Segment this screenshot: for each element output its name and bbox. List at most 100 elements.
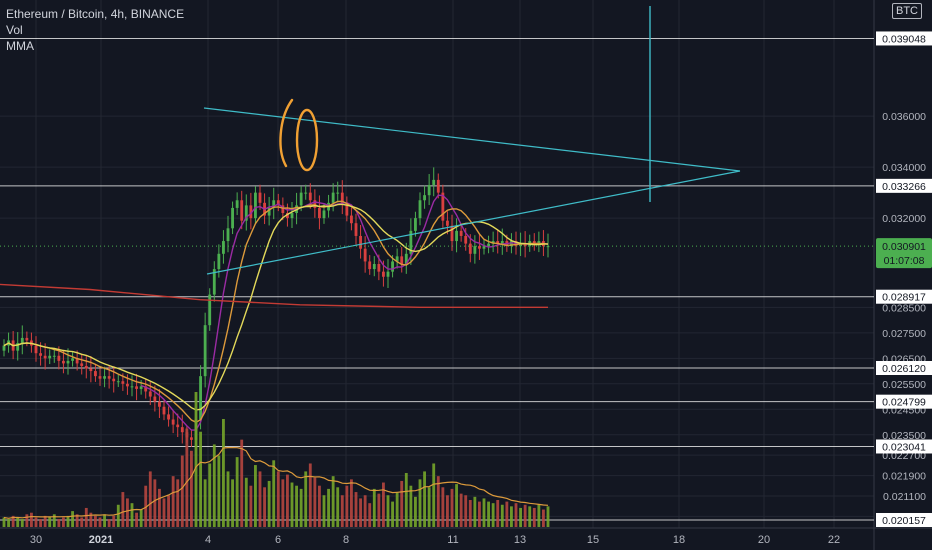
legend-symbol[interactable]: Ethereum / Bitcoin, 4h, BINANCE bbox=[6, 7, 185, 21]
candle-body bbox=[203, 325, 207, 377]
volume-bar bbox=[299, 488, 303, 527]
candle-body bbox=[386, 271, 390, 277]
candle-body bbox=[496, 241, 500, 244]
volume-bar bbox=[66, 515, 70, 527]
candle-body bbox=[249, 205, 253, 219]
candle-body bbox=[427, 184, 431, 196]
candle-body bbox=[331, 192, 335, 203]
candle-body bbox=[116, 381, 120, 383]
x-tick-label: 22 bbox=[828, 534, 840, 546]
candle-body bbox=[235, 200, 239, 208]
volume-bar bbox=[222, 419, 225, 527]
price-level-label: 0.024799 bbox=[882, 397, 926, 409]
candle-body bbox=[48, 355, 52, 359]
volume-bar bbox=[30, 512, 33, 527]
candle-body bbox=[62, 360, 65, 364]
legend-volume-study[interactable]: Vol bbox=[6, 23, 23, 37]
volume-bar bbox=[158, 488, 161, 527]
volume-bar bbox=[404, 473, 408, 527]
volume-bar bbox=[377, 493, 381, 527]
volume-bar bbox=[162, 498, 166, 527]
candle-body bbox=[240, 200, 244, 221]
candle-body bbox=[537, 241, 541, 244]
candle-body bbox=[148, 391, 152, 397]
candle-body bbox=[98, 376, 102, 379]
annotation-circle bbox=[295, 108, 319, 172]
volume-bar bbox=[276, 471, 280, 527]
volume-bar bbox=[203, 479, 207, 527]
candle-body bbox=[135, 386, 138, 389]
currency-badge[interactable]: BTC bbox=[892, 3, 922, 19]
price-level-tag bbox=[876, 439, 932, 454]
x-tick-label: 2021 bbox=[89, 534, 113, 546]
candle-body bbox=[258, 192, 262, 203]
volume-bar bbox=[523, 504, 527, 527]
price-level-tag bbox=[876, 289, 932, 304]
legend-mma-study[interactable]: MMA bbox=[6, 39, 34, 53]
volume-bar bbox=[144, 485, 148, 527]
candle-body bbox=[16, 343, 20, 351]
volume-bar bbox=[52, 514, 56, 527]
candle-body bbox=[372, 264, 376, 270]
volume-bar bbox=[519, 507, 522, 527]
volume-bar bbox=[281, 479, 285, 527]
x-tick-label: 6 bbox=[275, 534, 281, 546]
volume-bar bbox=[304, 471, 308, 527]
candle-body bbox=[391, 261, 394, 272]
candle-body bbox=[276, 200, 280, 206]
price-level-tag bbox=[876, 31, 932, 46]
candle-body bbox=[75, 358, 79, 364]
candle-body bbox=[244, 205, 248, 221]
candle-body bbox=[304, 192, 308, 194]
candle-body bbox=[158, 401, 161, 407]
volume-bar bbox=[130, 503, 134, 527]
volume-bar bbox=[308, 463, 312, 527]
volume-bar bbox=[116, 504, 120, 527]
volume-bar bbox=[450, 488, 454, 527]
volume-bar bbox=[514, 503, 518, 527]
candle-body bbox=[57, 355, 61, 361]
volume-bar bbox=[372, 488, 376, 527]
volume-bar bbox=[510, 506, 513, 527]
candle-body bbox=[212, 269, 216, 295]
candle-body bbox=[20, 337, 24, 344]
volume-bar bbox=[446, 495, 449, 527]
bar-countdown-label: 01:07:08 bbox=[884, 255, 925, 267]
volume-bar bbox=[135, 512, 138, 527]
volume-bar bbox=[322, 495, 326, 527]
volume-bar bbox=[75, 514, 79, 527]
volume-bar bbox=[254, 465, 257, 527]
candle-body bbox=[43, 355, 47, 359]
candle-body bbox=[500, 241, 504, 244]
candle-body bbox=[39, 353, 42, 356]
volume-bar bbox=[418, 479, 422, 527]
candle-body bbox=[130, 386, 134, 388]
volume-bar bbox=[112, 515, 116, 527]
volume-bar bbox=[231, 479, 234, 527]
candle-body bbox=[318, 207, 321, 219]
price-level-label: 0.026120 bbox=[882, 363, 926, 375]
candle-body bbox=[519, 243, 522, 247]
candle-body bbox=[487, 243, 490, 247]
volume-bar bbox=[180, 455, 184, 527]
volume-bar bbox=[84, 507, 88, 527]
volume-bar bbox=[432, 463, 436, 527]
candle-body bbox=[473, 246, 477, 254]
volume-bar bbox=[382, 482, 385, 527]
annotation-bracket bbox=[279, 98, 294, 168]
candle-body bbox=[382, 271, 385, 277]
volume-bar bbox=[71, 511, 74, 527]
candle-body bbox=[226, 228, 230, 242]
volume-bar bbox=[331, 476, 335, 527]
volume-bar bbox=[468, 500, 472, 527]
x-tick-label: 11 bbox=[447, 534, 458, 546]
candle-body bbox=[336, 192, 340, 194]
volume-bar bbox=[500, 504, 504, 527]
volume-bar bbox=[80, 517, 84, 527]
volume-bar bbox=[208, 463, 212, 527]
volume-bar bbox=[340, 495, 344, 527]
volume-bar bbox=[194, 392, 198, 527]
volume-bar bbox=[427, 487, 431, 527]
volume-bar bbox=[25, 514, 29, 527]
